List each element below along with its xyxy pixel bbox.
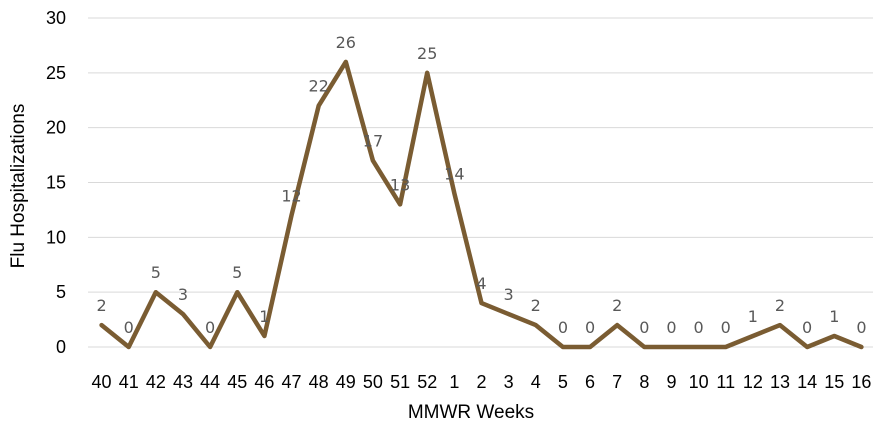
data-label: 0 xyxy=(721,318,731,337)
x-tick-label: 3 xyxy=(504,372,514,392)
x-tick-label: 1 xyxy=(449,372,459,392)
x-tick-label: 47 xyxy=(282,372,302,392)
x-tick-label: 42 xyxy=(146,372,166,392)
data-label: 2 xyxy=(775,296,785,315)
data-label: 0 xyxy=(856,318,866,337)
x-tick-label: 13 xyxy=(770,372,790,392)
x-tick-label: 8 xyxy=(639,372,649,392)
x-tick-label: 16 xyxy=(851,372,871,392)
x-axis-title: MMWR Weeks xyxy=(408,402,534,423)
data-label: 5 xyxy=(232,263,242,282)
data-label: 0 xyxy=(639,318,649,337)
x-tick-label: 7 xyxy=(612,372,622,392)
gridlines xyxy=(88,17,873,348)
data-label: 17 xyxy=(363,132,383,151)
series-line xyxy=(99,59,864,350)
x-tick-label: 44 xyxy=(200,372,220,392)
y-axis-title: Flu Hospitalizations xyxy=(8,104,29,269)
x-axis-ticks: 40 41 42 43 44 45 46 47 48 49 50 51 52 1 2 3 4 5 6 7 8 9 10 11 1… xyxy=(92,372,872,392)
x-tick-label: 6 xyxy=(585,372,595,392)
y-tick-label: 15 xyxy=(46,173,66,193)
data-label: 13 xyxy=(390,175,410,194)
x-tick-label: 14 xyxy=(797,372,817,392)
data-label: 26 xyxy=(336,33,356,52)
data-label: 14 xyxy=(444,164,464,183)
data-label: 5 xyxy=(151,263,161,282)
data-label: 0 xyxy=(666,318,676,337)
y-tick-label: 30 xyxy=(46,8,66,28)
x-tick-label: 41 xyxy=(119,372,139,392)
data-label: 0 xyxy=(124,318,134,337)
x-tick-label: 52 xyxy=(417,372,437,392)
y-tick-label: 25 xyxy=(46,63,66,83)
x-tick-label: 51 xyxy=(390,372,410,392)
x-tick-label: 43 xyxy=(173,372,193,392)
data-label: 0 xyxy=(205,318,215,337)
data-label: 1 xyxy=(259,307,269,326)
data-label: 1 xyxy=(829,307,839,326)
x-tick-label: 50 xyxy=(363,372,383,392)
x-tick-label: 49 xyxy=(336,372,356,392)
data-label: 12 xyxy=(281,186,301,205)
x-tick-label: 15 xyxy=(824,372,844,392)
data-label: 3 xyxy=(178,285,188,304)
y-tick-label: 5 xyxy=(56,282,66,302)
data-label: 0 xyxy=(694,318,704,337)
x-tick-label: 40 xyxy=(92,372,112,392)
data-label: 25 xyxy=(417,44,437,63)
y-tick-label: 0 xyxy=(56,337,66,357)
x-tick-label: 2 xyxy=(476,372,486,392)
x-tick-label: 45 xyxy=(227,372,247,392)
x-tick-label: 12 xyxy=(743,372,763,392)
data-label: 2 xyxy=(612,296,622,315)
data-label: 2 xyxy=(531,296,541,315)
x-tick-label: 10 xyxy=(689,372,709,392)
x-tick-label: 46 xyxy=(254,372,274,392)
data-label: 22 xyxy=(308,77,328,96)
x-tick-label: 5 xyxy=(558,372,568,392)
x-tick-label: 9 xyxy=(666,372,676,392)
data-label: 0 xyxy=(802,318,812,337)
data-label: 0 xyxy=(585,318,595,337)
data-label: 3 xyxy=(504,285,514,304)
x-tick-label: 4 xyxy=(531,372,541,392)
y-tick-label: 20 xyxy=(46,118,66,138)
data-label: 4 xyxy=(476,274,486,293)
series-line-path xyxy=(99,59,864,350)
y-axis-ticks: 0 5 10 15 20 25 30 xyxy=(46,8,66,357)
data-label: 0 xyxy=(558,318,568,337)
x-tick-label: 11 xyxy=(716,372,735,392)
data-label: 2 xyxy=(96,296,106,315)
y-tick-label: 10 xyxy=(46,227,66,247)
data-label: 1 xyxy=(748,307,758,326)
x-tick-label: 48 xyxy=(309,372,329,392)
